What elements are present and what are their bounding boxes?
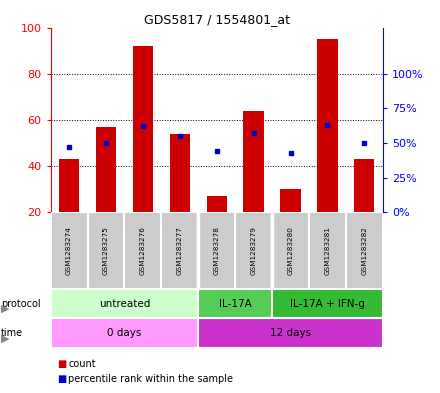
Bar xyxy=(206,196,227,212)
Bar xyxy=(88,212,125,289)
Text: ■: ■ xyxy=(57,374,66,384)
Text: GSM1283282: GSM1283282 xyxy=(361,226,367,275)
Bar xyxy=(59,159,79,212)
Bar xyxy=(198,212,235,289)
Text: GSM1283277: GSM1283277 xyxy=(177,226,183,275)
Text: GSM1283281: GSM1283281 xyxy=(324,226,330,275)
Text: 0 days: 0 days xyxy=(107,328,142,338)
Bar xyxy=(243,111,264,212)
Bar xyxy=(280,189,301,212)
Text: 12 days: 12 days xyxy=(270,328,311,338)
Bar xyxy=(198,289,272,318)
Text: GSM1283280: GSM1283280 xyxy=(287,226,293,275)
Bar xyxy=(272,212,309,289)
Bar xyxy=(96,127,116,212)
Text: ▶: ▶ xyxy=(1,333,9,343)
Text: count: count xyxy=(68,358,96,369)
Text: ■: ■ xyxy=(57,358,66,369)
Bar xyxy=(235,212,272,289)
Text: GSM1283276: GSM1283276 xyxy=(140,226,146,275)
Bar xyxy=(51,289,198,318)
Text: GSM1283278: GSM1283278 xyxy=(214,226,220,275)
Bar xyxy=(125,212,161,289)
Bar xyxy=(51,318,198,348)
Text: GSM1283279: GSM1283279 xyxy=(251,226,257,275)
Text: time: time xyxy=(1,328,23,338)
Bar xyxy=(170,134,190,212)
Bar xyxy=(354,159,374,212)
Title: GDS5817 / 1554801_at: GDS5817 / 1554801_at xyxy=(144,13,290,26)
Text: IL-17A + IFN-g: IL-17A + IFN-g xyxy=(290,299,365,309)
Bar xyxy=(51,212,88,289)
Text: ▶: ▶ xyxy=(1,304,9,314)
Text: protocol: protocol xyxy=(1,299,40,309)
Bar xyxy=(133,46,153,212)
Bar xyxy=(198,318,383,348)
Bar xyxy=(309,212,346,289)
Text: GSM1283275: GSM1283275 xyxy=(103,226,109,275)
Text: IL-17A: IL-17A xyxy=(219,299,252,309)
Bar xyxy=(346,212,383,289)
Bar xyxy=(161,212,198,289)
Bar xyxy=(272,289,383,318)
Text: GSM1283274: GSM1283274 xyxy=(66,226,72,275)
Text: untreated: untreated xyxy=(99,299,150,309)
Bar xyxy=(317,39,337,212)
Text: percentile rank within the sample: percentile rank within the sample xyxy=(68,374,233,384)
